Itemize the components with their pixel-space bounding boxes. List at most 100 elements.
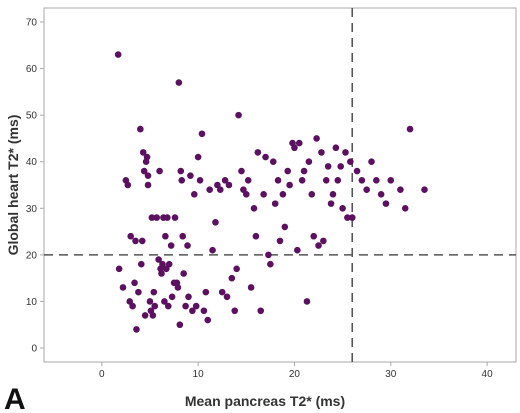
data-point bbox=[342, 149, 349, 156]
data-point bbox=[171, 214, 179, 221]
y-tick-label: 50 bbox=[26, 111, 38, 122]
data-point bbox=[315, 242, 322, 249]
data-point bbox=[247, 284, 255, 291]
data-point bbox=[137, 260, 145, 268]
data-point bbox=[276, 237, 284, 245]
data-point bbox=[194, 153, 202, 161]
data-point bbox=[216, 186, 224, 193]
data-point bbox=[218, 288, 226, 296]
plot-frame bbox=[43, 7, 517, 363]
data-point bbox=[133, 326, 140, 333]
data-point bbox=[267, 260, 274, 268]
data-point bbox=[322, 177, 330, 184]
data-point bbox=[139, 149, 147, 156]
data-point bbox=[182, 302, 189, 310]
data-point bbox=[353, 167, 361, 175]
data-point bbox=[334, 177, 342, 184]
data-point bbox=[377, 191, 385, 198]
panel-label: A bbox=[4, 383, 26, 413]
data-point bbox=[295, 139, 303, 147]
data-point bbox=[250, 204, 258, 212]
data-point bbox=[132, 237, 139, 245]
data-point bbox=[158, 270, 165, 277]
data-point bbox=[196, 177, 204, 184]
data-point bbox=[178, 177, 186, 184]
data-point bbox=[228, 274, 236, 282]
data-point bbox=[368, 158, 375, 166]
data-point bbox=[168, 293, 176, 301]
data-point bbox=[179, 232, 187, 240]
data-point bbox=[305, 158, 313, 166]
data-point bbox=[184, 242, 191, 249]
y-axis-title: Global heart T2* (ms) bbox=[5, 115, 21, 256]
data-point bbox=[257, 307, 265, 315]
tick-layer: 0 10 20 30 40 0 10 20 30 40 50 60 70 bbox=[26, 17, 493, 380]
data-point bbox=[291, 144, 298, 152]
y-tick-label: 10 bbox=[26, 297, 38, 308]
data-point bbox=[164, 302, 172, 310]
data-point bbox=[274, 177, 282, 184]
data-point bbox=[155, 256, 162, 263]
data-point bbox=[387, 177, 395, 184]
data-point bbox=[252, 232, 260, 240]
data-point bbox=[140, 167, 148, 175]
data-point bbox=[265, 251, 272, 259]
data-point bbox=[165, 260, 173, 268]
data-point bbox=[175, 79, 183, 86]
data-point bbox=[163, 214, 171, 221]
data-point bbox=[397, 186, 404, 193]
data-point bbox=[281, 223, 289, 231]
data-point bbox=[373, 177, 380, 184]
data-point bbox=[313, 135, 320, 142]
data-point bbox=[339, 204, 346, 212]
data-point bbox=[254, 149, 262, 156]
data-point bbox=[198, 130, 206, 138]
data-point bbox=[114, 51, 122, 58]
data-point bbox=[129, 302, 136, 310]
data-point bbox=[167, 242, 175, 249]
data-point bbox=[284, 167, 292, 175]
data-point bbox=[235, 111, 242, 119]
data-point bbox=[202, 288, 210, 296]
data-point bbox=[156, 167, 163, 175]
data-point bbox=[244, 177, 252, 184]
data-point bbox=[421, 186, 428, 193]
data-point bbox=[324, 163, 332, 170]
data-point bbox=[143, 153, 151, 161]
data-point bbox=[363, 186, 370, 193]
data-point bbox=[187, 172, 194, 179]
data-point bbox=[176, 321, 184, 329]
data-point bbox=[233, 265, 240, 273]
data-point bbox=[269, 158, 277, 166]
data-point bbox=[124, 181, 132, 189]
data-point bbox=[200, 307, 208, 315]
data-point bbox=[189, 307, 196, 315]
data-point bbox=[271, 200, 279, 207]
data-point bbox=[406, 125, 414, 133]
y-tick-label: 60 bbox=[26, 64, 38, 75]
data-point bbox=[320, 237, 327, 245]
data-point bbox=[242, 191, 250, 198]
data-point bbox=[260, 191, 267, 198]
data-point bbox=[298, 177, 306, 184]
data-point bbox=[221, 177, 229, 184]
x-axis-title: Mean pancreas T2* (ms) bbox=[185, 393, 345, 409]
y-tick-label: 30 bbox=[26, 204, 38, 215]
data-point bbox=[209, 246, 216, 254]
data-point bbox=[308, 191, 316, 198]
data-point bbox=[337, 163, 344, 170]
data-point bbox=[159, 260, 166, 268]
data-point bbox=[310, 232, 318, 240]
data-point bbox=[204, 316, 212, 324]
y-tick-label: 20 bbox=[26, 250, 38, 261]
data-point bbox=[286, 181, 293, 189]
data-point bbox=[177, 167, 185, 175]
y-tick-label: 0 bbox=[31, 344, 37, 355]
data-point bbox=[135, 288, 142, 296]
data-point bbox=[329, 191, 337, 198]
data-point bbox=[358, 177, 366, 184]
x-tick-label: 0 bbox=[99, 369, 105, 380]
data-point bbox=[382, 200, 390, 207]
data-point bbox=[144, 172, 152, 179]
point-layer bbox=[114, 51, 428, 333]
